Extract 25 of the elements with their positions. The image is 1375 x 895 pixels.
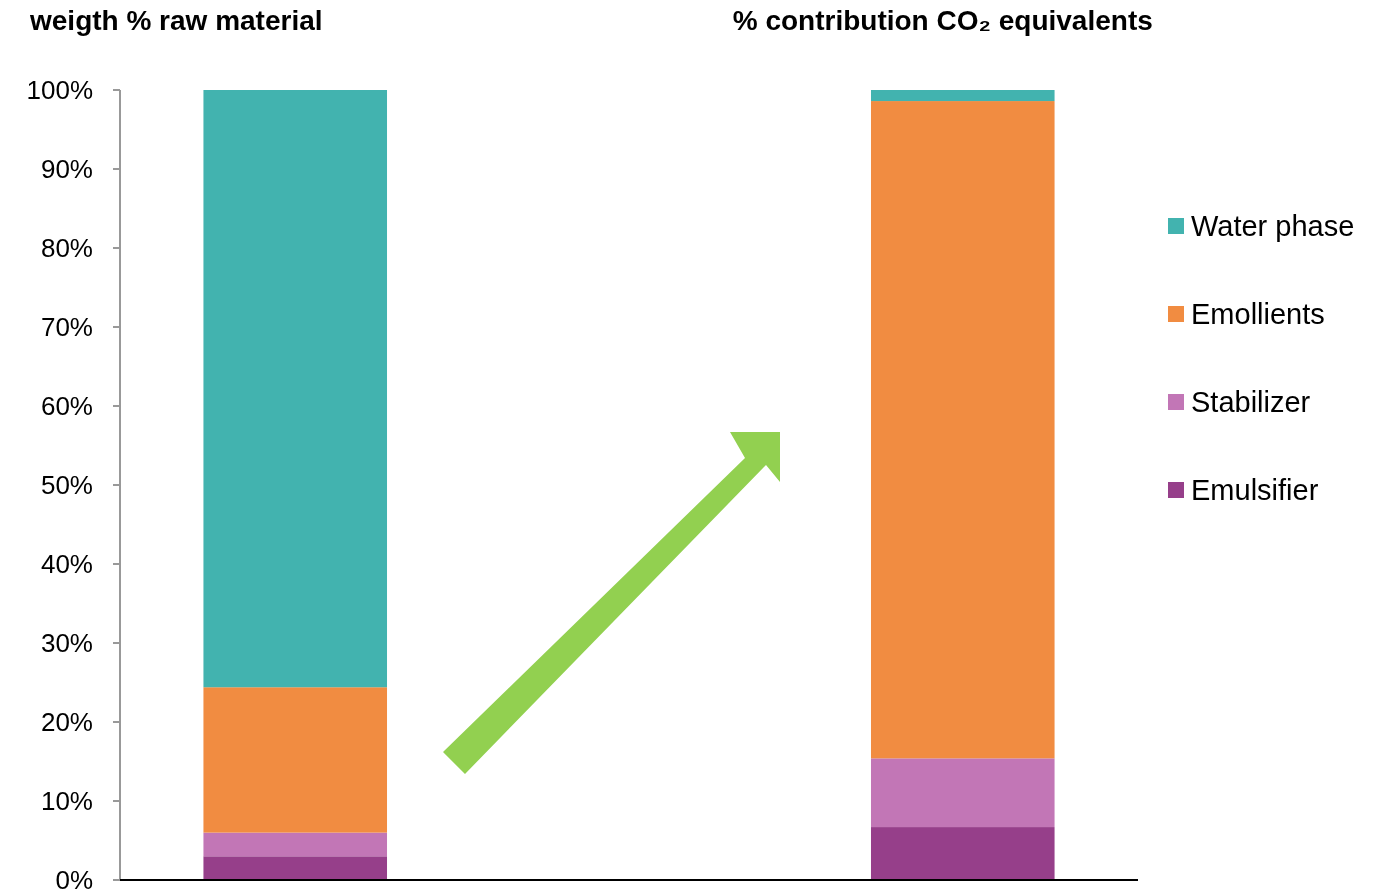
y-tick-label: 10% [40, 786, 93, 817]
bar [870, 101, 1055, 759]
bar [870, 758, 1055, 828]
bar [870, 827, 1055, 880]
y-tick-label: 80% [40, 233, 93, 264]
bar [203, 832, 388, 857]
text: % contribution CO₂ equivalents [732, 5, 1153, 36]
legend-label: Emollients [1191, 298, 1325, 331]
y-tick-label: 50% [40, 470, 93, 501]
legend-label: Stabilizer [1191, 386, 1311, 419]
legend-label: Water phase [1191, 210, 1355, 243]
y-tick-label: 20% [40, 707, 93, 738]
text: weigth % raw material [29, 5, 323, 36]
y-tick-label: 100% [26, 75, 93, 106]
y-tick-label: 70% [40, 312, 93, 343]
y-tick-label: 90% [40, 154, 93, 185]
bar [203, 856, 388, 880]
y-tick-label: 0% [55, 865, 93, 895]
bar [870, 90, 1055, 102]
bar [203, 90, 388, 688]
legend-label: Emulsifier [1191, 474, 1319, 507]
y-tick-label: 40% [40, 549, 93, 580]
y-tick-label: 60% [40, 391, 93, 422]
bar [203, 687, 388, 833]
y-tick-label: 30% [40, 628, 93, 659]
